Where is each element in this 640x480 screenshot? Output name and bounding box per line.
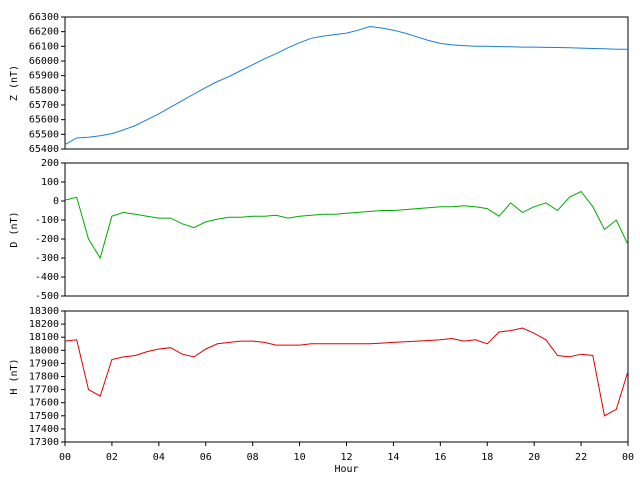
y-tick-label: 17600 — [29, 398, 59, 409]
y-tick-label: 65400 — [29, 144, 59, 155]
x-tick-label: 14 — [387, 452, 399, 463]
y-tick-label: -500 — [35, 291, 59, 302]
x-tick-label: 10 — [294, 452, 306, 463]
y-tick-label: 18200 — [29, 319, 59, 330]
y-tick-label: 66200 — [29, 27, 59, 38]
plot-frame — [64, 310, 629, 443]
x-tick-label: 20 — [528, 452, 540, 463]
x-tick-label: 08 — [247, 452, 259, 463]
y-tick-label: 66300 — [29, 12, 59, 23]
y-tick-label: 0 — [53, 196, 59, 207]
data-line — [64, 190, 629, 260]
y-tick-label: 65500 — [29, 129, 59, 140]
x-tick-label: 18 — [481, 452, 493, 463]
y-tick-label: 65900 — [29, 71, 59, 82]
x-tick-label: 04 — [153, 452, 165, 463]
y-tick-label: 18000 — [29, 345, 59, 356]
y-axis-label: H (nT) — [9, 358, 20, 394]
y-tick-label: 17800 — [29, 372, 59, 383]
y-tick-label: 17400 — [29, 424, 59, 435]
plot-frame — [64, 162, 629, 297]
y-tick-label: -100 — [35, 215, 59, 226]
y-tick-label: 65600 — [29, 115, 59, 126]
data-line — [64, 25, 628, 146]
y-tick-label: 17300 — [29, 437, 59, 448]
x-tick-label: 02 — [106, 452, 118, 463]
x-tick-label: 16 — [434, 452, 446, 463]
y-tick-label: 17500 — [29, 411, 59, 422]
y-tick-label: 18100 — [29, 332, 59, 343]
y-tick-label: 66000 — [29, 56, 59, 67]
y-tick-label: 17700 — [29, 385, 59, 396]
y-tick-label: -200 — [35, 234, 59, 245]
y-tick-label: 65700 — [29, 100, 59, 111]
plot-frame — [64, 16, 629, 150]
x-tick-label: 06 — [200, 452, 212, 463]
y-axis-label: Z (nT) — [9, 65, 20, 101]
y-tick-label: -400 — [35, 272, 59, 283]
y-tick-label: -300 — [35, 253, 59, 264]
x-tick-label: 22 — [575, 452, 587, 463]
y-tick-label: 17900 — [29, 358, 59, 369]
y-tick-label: 200 — [41, 158, 59, 169]
y-tick-label: 65800 — [29, 85, 59, 96]
data-line — [64, 327, 629, 417]
x-tick-label: 00 — [622, 452, 634, 463]
x-tick-label: 12 — [340, 452, 352, 463]
y-tick-label: 66100 — [29, 41, 59, 52]
y-tick-label: 100 — [41, 177, 59, 188]
x-tick-label: 00 — [59, 452, 71, 463]
x-axis-label: Hour — [334, 464, 358, 475]
y-axis-label: D (nT) — [9, 211, 20, 247]
y-tick-label: 18300 — [29, 306, 59, 317]
